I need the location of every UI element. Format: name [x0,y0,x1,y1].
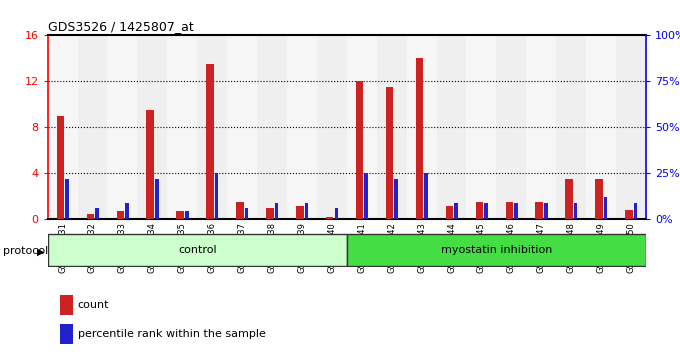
Bar [466,35,496,219]
Text: ▶: ▶ [37,246,44,256]
Bar [266,208,273,219]
Bar [574,203,577,219]
Bar [604,198,607,219]
Bar [245,209,248,219]
Bar [634,203,637,219]
Bar [305,203,308,219]
Bar [215,173,218,219]
Bar [407,35,437,219]
Text: control: control [178,245,216,255]
Bar [125,203,129,219]
Bar [275,203,278,219]
Bar [364,173,368,219]
Bar [206,64,214,219]
Bar [347,35,377,219]
Bar [556,35,586,219]
Bar [565,179,573,219]
Text: protocol: protocol [3,246,49,256]
Bar [484,203,488,219]
Bar [60,295,73,315]
Bar [544,203,547,219]
Bar [514,203,517,219]
Text: myostatin inhibition: myostatin inhibition [441,245,552,255]
Bar [146,110,154,219]
Bar [377,35,407,219]
Bar [356,81,363,219]
Text: count: count [78,300,109,310]
Bar [257,35,287,219]
Bar [475,202,483,219]
Bar [155,179,158,219]
Bar [56,116,64,219]
Bar [586,35,616,219]
Bar [107,35,137,219]
Bar [227,35,257,219]
Bar [386,87,393,219]
Bar [445,206,453,219]
Bar [317,35,347,219]
Bar [86,214,94,219]
Bar [326,217,333,219]
Bar [616,35,646,219]
Bar [137,35,167,219]
FancyBboxPatch shape [48,234,347,266]
Bar [496,35,526,219]
FancyBboxPatch shape [347,234,646,266]
Bar [526,35,556,219]
Bar [454,203,458,219]
Bar [415,58,423,219]
Bar [236,202,243,219]
Bar [394,179,398,219]
Bar [48,35,78,219]
Bar [78,35,107,219]
Bar [287,35,317,219]
Bar [60,324,73,344]
Bar [65,179,69,219]
Bar [505,202,513,219]
Bar [167,35,197,219]
Bar [625,210,632,219]
Bar [296,206,303,219]
Bar [116,211,124,219]
Bar [437,35,466,219]
Bar [176,211,184,219]
Bar [424,173,428,219]
Text: percentile rank within the sample: percentile rank within the sample [78,329,265,339]
Text: GDS3526 / 1425807_at: GDS3526 / 1425807_at [48,20,193,33]
Bar [595,179,602,219]
Bar [185,211,188,219]
Bar [197,35,227,219]
Bar [335,209,338,219]
Bar [535,202,543,219]
Bar [95,209,99,219]
